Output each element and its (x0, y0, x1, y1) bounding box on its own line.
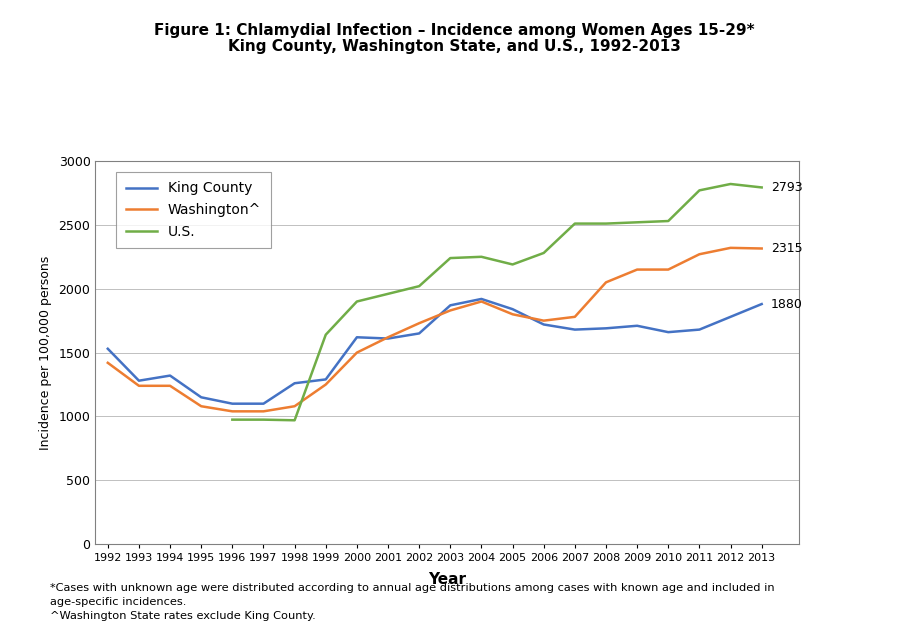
U.S. (414, 282, 425, 290)
Washington^ (351, 349, 362, 357)
U.S. (351, 298, 362, 305)
Line: King County: King County (108, 299, 762, 404)
King County (694, 326, 705, 334)
King County (382, 335, 393, 343)
U.S. (258, 416, 269, 424)
King County (321, 375, 331, 383)
U.S. (445, 254, 456, 262)
Washington^ (694, 251, 705, 258)
Line: Washington^: Washington^ (108, 248, 762, 412)
Text: ^Washington State rates exclude King County.: ^Washington State rates exclude King Cou… (50, 611, 316, 621)
Y-axis label: Incidence per 100,000 persons: Incidence per 100,000 persons (39, 256, 52, 450)
Washington^ (476, 298, 487, 305)
X-axis label: Year: Year (429, 571, 466, 587)
Washington^ (445, 307, 456, 314)
King County (289, 379, 300, 387)
Washington^ (103, 359, 114, 366)
Washington^ (725, 244, 736, 252)
Washington^ (289, 402, 300, 410)
U.S. (632, 218, 643, 226)
U.S. (756, 184, 767, 191)
King County (508, 305, 518, 313)
King County (103, 345, 114, 353)
Washington^ (258, 408, 269, 415)
King County (476, 295, 487, 303)
King County (414, 330, 425, 337)
Text: Figure 1: Chlamydial Infection – Incidence among Women Ages 15-29*: Figure 1: Chlamydial Infection – Inciden… (153, 23, 755, 37)
U.S. (476, 253, 487, 261)
Text: 1880: 1880 (771, 298, 803, 310)
King County (538, 321, 549, 328)
Washington^ (569, 313, 580, 321)
King County (227, 400, 238, 408)
Washington^ (600, 278, 611, 286)
King County (725, 313, 736, 321)
King County (258, 400, 269, 408)
King County (133, 377, 144, 384)
U.S. (382, 290, 393, 298)
U.S. (600, 220, 611, 227)
King County (663, 328, 674, 336)
King County (756, 300, 767, 308)
King County (164, 372, 175, 379)
U.S. (725, 180, 736, 188)
Text: *Cases with unknown age were distributed according to annual age distributions a: *Cases with unknown age were distributed… (50, 583, 775, 593)
King County (196, 393, 207, 401)
U.S. (321, 331, 331, 339)
Washington^ (133, 382, 144, 390)
Text: 2793: 2793 (771, 181, 803, 194)
King County (600, 325, 611, 332)
Washington^ (164, 382, 175, 390)
King County (351, 334, 362, 341)
Washington^ (382, 334, 393, 341)
Text: King County, Washington State, and U.S., 1992-2013: King County, Washington State, and U.S.,… (228, 39, 680, 53)
King County (632, 322, 643, 330)
Washington^ (508, 310, 518, 318)
U.S. (289, 417, 300, 424)
Washington^ (227, 408, 238, 415)
Line: U.S.: U.S. (232, 184, 762, 421)
U.S. (663, 217, 674, 225)
U.S. (227, 416, 238, 424)
U.S. (508, 261, 518, 269)
Legend: King County, Washington^, U.S.: King County, Washington^, U.S. (116, 172, 271, 249)
Washington^ (663, 266, 674, 274)
King County (445, 301, 456, 309)
King County (569, 326, 580, 334)
Washington^ (632, 266, 643, 274)
Text: age-specific incidences.: age-specific incidences. (50, 597, 186, 607)
U.S. (694, 187, 705, 194)
U.S. (538, 249, 549, 257)
U.S. (569, 220, 580, 227)
Text: 2315: 2315 (771, 242, 803, 255)
Washington^ (538, 317, 549, 325)
Washington^ (414, 319, 425, 327)
Washington^ (196, 402, 207, 410)
Washington^ (321, 381, 331, 388)
Washington^ (756, 245, 767, 252)
